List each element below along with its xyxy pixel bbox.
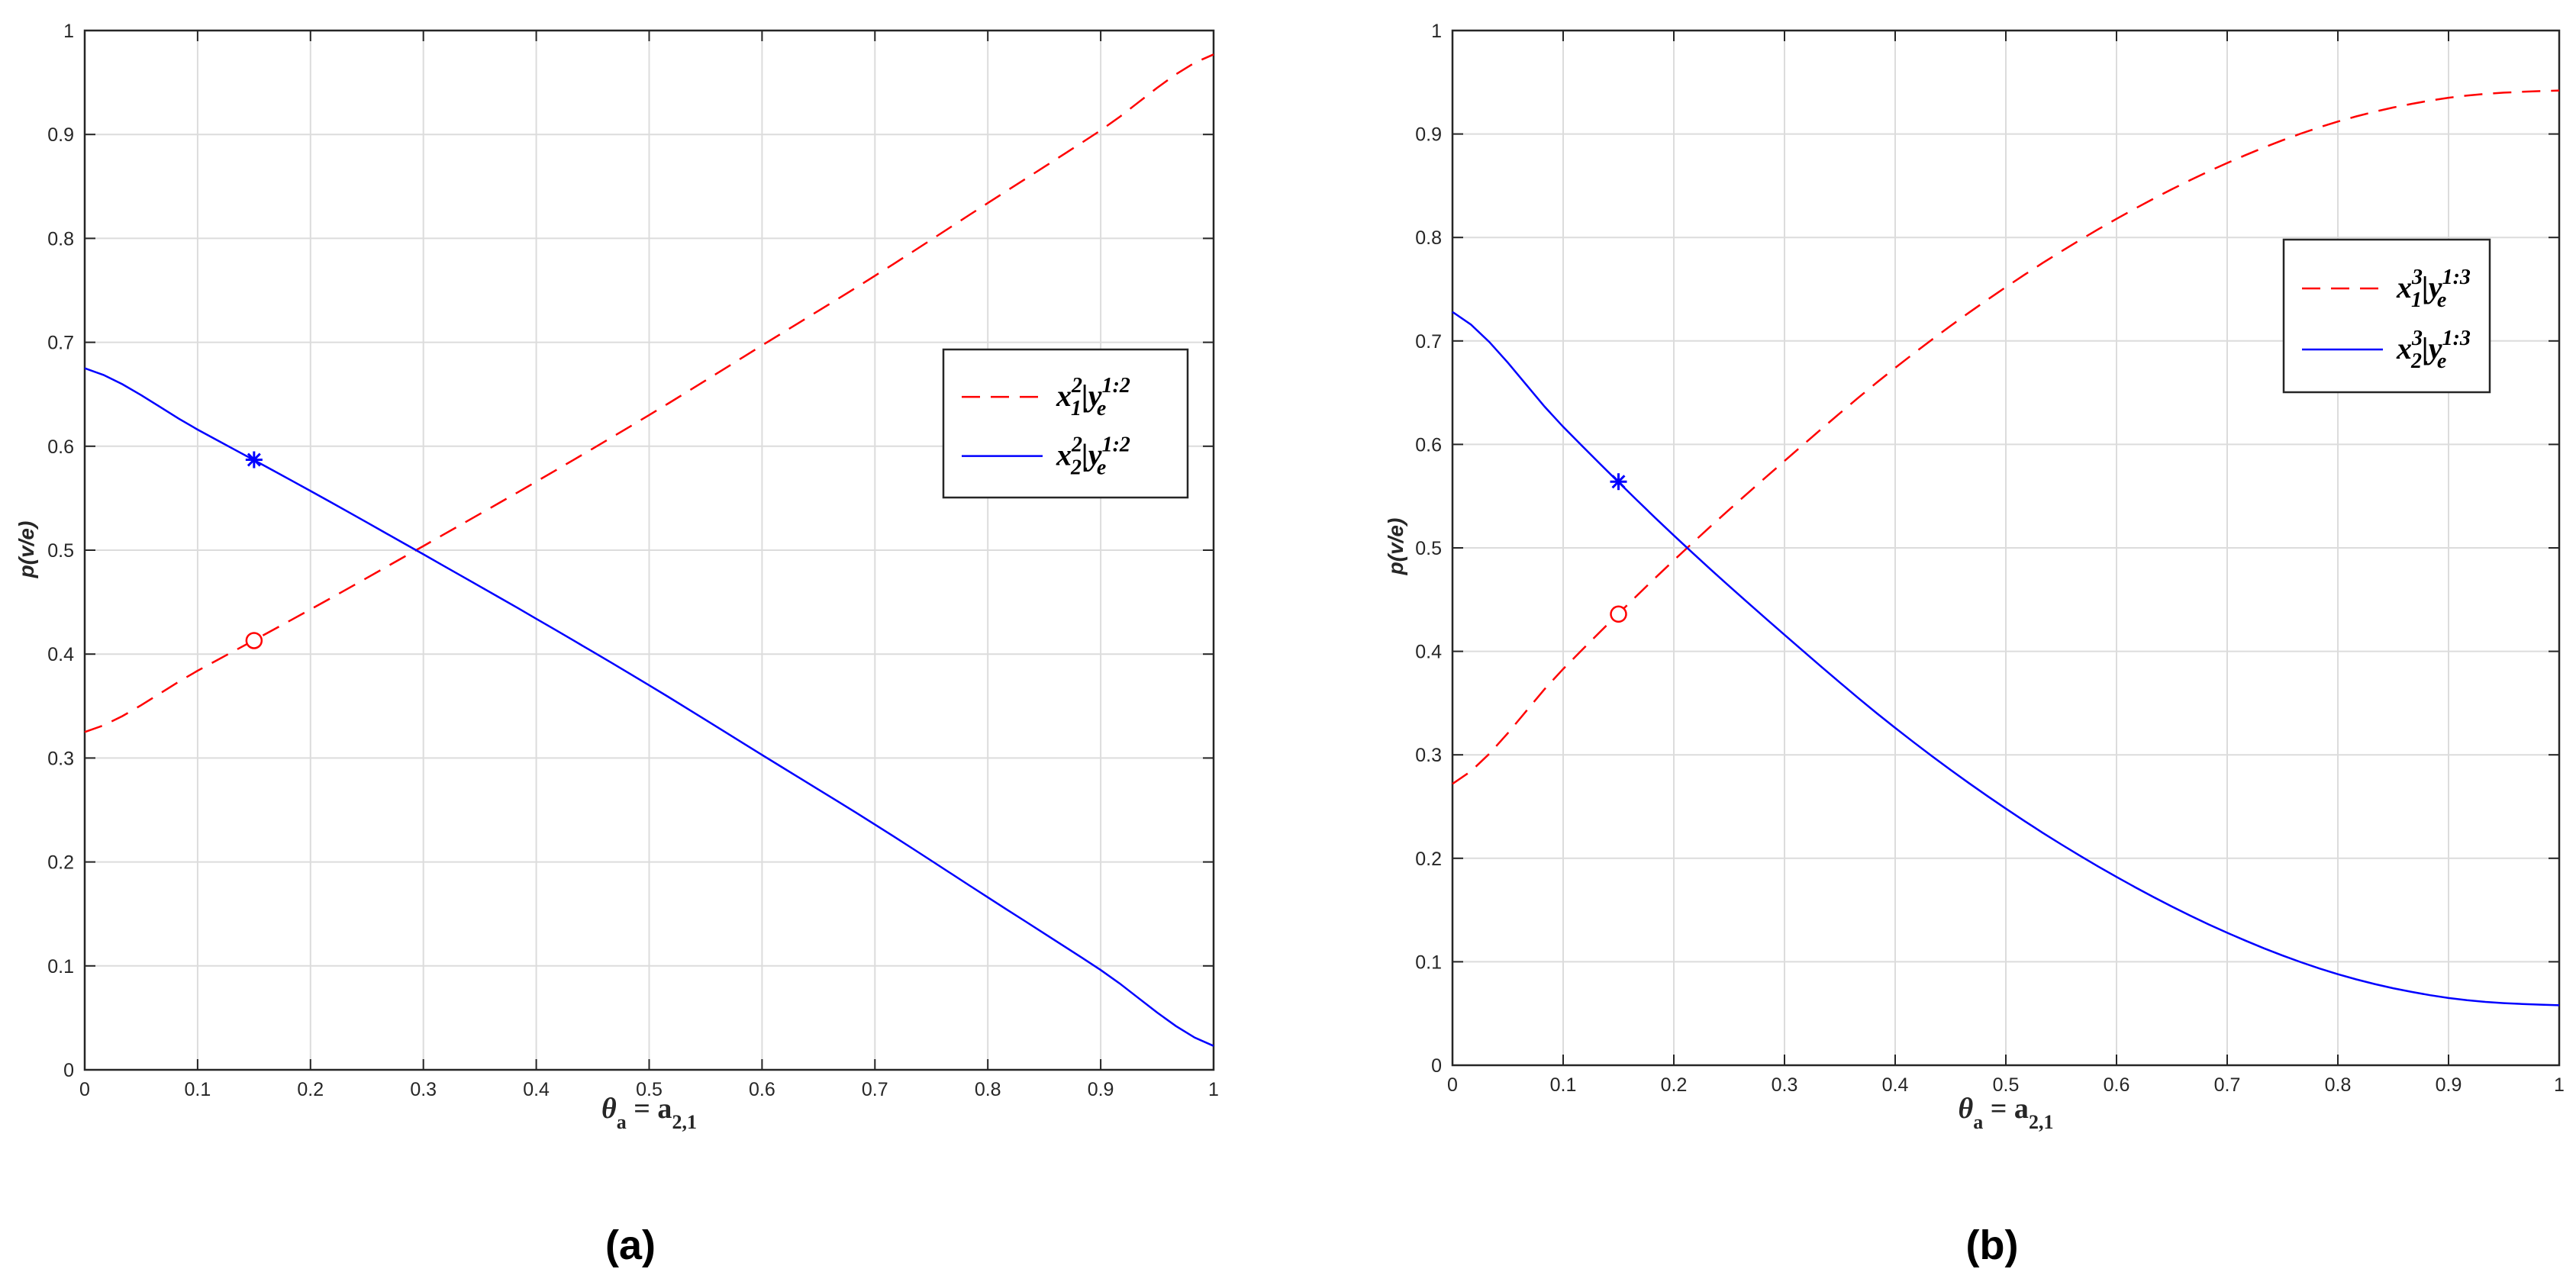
x-tick-label: 0.6 — [2104, 1074, 2130, 1096]
x-tick-label: 0.9 — [2436, 1074, 2462, 1096]
x-tick-label: 0.1 — [185, 1079, 211, 1100]
legend-entry: x2 1|y1:2 e — [1056, 374, 1130, 420]
legend-box — [942, 348, 1189, 499]
x-tick-label: 1 — [1208, 1079, 1219, 1100]
x-tick-label: 0.9 — [1088, 1079, 1114, 1100]
x-tick-label: 0 — [79, 1079, 90, 1100]
legend: x2 1|y1:2 e x2 2|y1:2 e — [942, 348, 1189, 499]
y-tick-label: 0.9 — [1415, 124, 1442, 146]
series-1-dashed-line — [84, 53, 1214, 733]
x-tick-label: 1 — [2554, 1074, 2565, 1096]
y-tick-label: 0.1 — [47, 956, 74, 977]
y-tick-label: 0 — [1431, 1055, 1442, 1077]
y-tick-label: 0.5 — [1415, 538, 1442, 559]
x-tick-label: 0.7 — [2214, 1074, 2241, 1096]
y-tick-label: 0.1 — [1415, 952, 1442, 973]
x-tick-label: 0.8 — [2325, 1074, 2352, 1096]
y-axis-label: p(v/e) — [1384, 518, 1407, 576]
y-tick-label: 0.9 — [47, 124, 74, 146]
x-tick-label: 0.5 — [1993, 1074, 2020, 1096]
y-tick-label: 0.7 — [1415, 331, 1442, 353]
y-tick-label: 0.7 — [47, 333, 74, 354]
axes-frame — [83, 29, 1215, 1071]
x-axis-label: θa = a2,1 — [601, 1093, 697, 1133]
legend-box — [2282, 238, 2491, 394]
y-tick-label: 0.8 — [1415, 227, 1442, 249]
y-axis-label: p(v/e) — [15, 521, 38, 579]
y-tick-label: 0 — [63, 1060, 74, 1081]
y-tick-label: 0.4 — [1415, 642, 1442, 663]
x-tick-label: 0.3 — [1772, 1074, 1798, 1096]
y-tick-label: 0.6 — [47, 436, 74, 458]
legend-entry: x3 2|y1:3 e — [2396, 327, 2471, 373]
asterisk-marker — [245, 451, 263, 469]
y-tick-label: 0.2 — [1415, 849, 1442, 870]
y-tick-label: 1 — [63, 21, 74, 42]
y-tick-label: 0.4 — [47, 644, 74, 665]
chart-panel-b: 0 0.1 0.2 0.3 0.4 0.5 0.6 0.7 0.8 0.9 1 0 0.1 0.2 0.3 0… — [1384, 21, 2565, 1268]
y-tick-label: 0.2 — [47, 852, 74, 874]
panel-caption: (a) — [605, 1222, 656, 1268]
panel-caption: (b) — [1966, 1222, 2019, 1268]
x-tick-label: 0.4 — [1882, 1074, 1909, 1096]
x-tick-label: 0.6 — [749, 1079, 775, 1100]
x-axis-label: θa = a2,1 — [1959, 1093, 2054, 1133]
circle-marker — [1610, 605, 1627, 623]
series-1-dashed-line — [1452, 89, 2560, 785]
asterisk-stroke — [1611, 475, 1626, 489]
legend-entry: x2 2|y1:2 e — [1056, 433, 1130, 480]
y-tick-label: 0.3 — [47, 748, 74, 769]
x-tick-label: 0.2 — [1661, 1074, 1688, 1096]
asterisk-stroke — [247, 452, 261, 467]
x-tick-label: 0 — [1447, 1074, 1458, 1096]
y-tick-label: 0.5 — [47, 540, 74, 562]
x-tick-label: 0.8 — [975, 1079, 1001, 1100]
x-tick-label: 0.1 — [1550, 1074, 1577, 1096]
x-tick-label: 0.3 — [410, 1079, 437, 1100]
y-tick-label: 1 — [1431, 21, 1442, 42]
axes-frame — [1451, 29, 2561, 1067]
chart-panel-a: 0 0.1 0.2 0.3 0.4 0.5 0.6 0.7 0.8 0.9 1 0 0.1 0.2 0.3 0… — [15, 21, 1219, 1268]
series-2-solid-line — [1452, 311, 2560, 1006]
circle-marker — [245, 632, 263, 649]
legend-entry: x3 1|y1:3 e — [2396, 266, 2471, 312]
x-tick-label: 0.7 — [862, 1079, 888, 1100]
x-tick-label: 0.4 — [523, 1079, 550, 1100]
x-tick-label: 0.2 — [297, 1079, 324, 1100]
legend: x3 1|y1:3 e x3 2|y1:3 e — [2282, 238, 2491, 394]
asterisk-marker — [1610, 473, 1627, 491]
y-tick-label: 0.8 — [47, 228, 74, 250]
y-tick-label: 0.6 — [1415, 434, 1442, 456]
y-tick-label: 0.3 — [1415, 745, 1442, 766]
x-tick-label: 0.5 — [636, 1079, 663, 1100]
series-2-solid-line — [84, 367, 1214, 1047]
